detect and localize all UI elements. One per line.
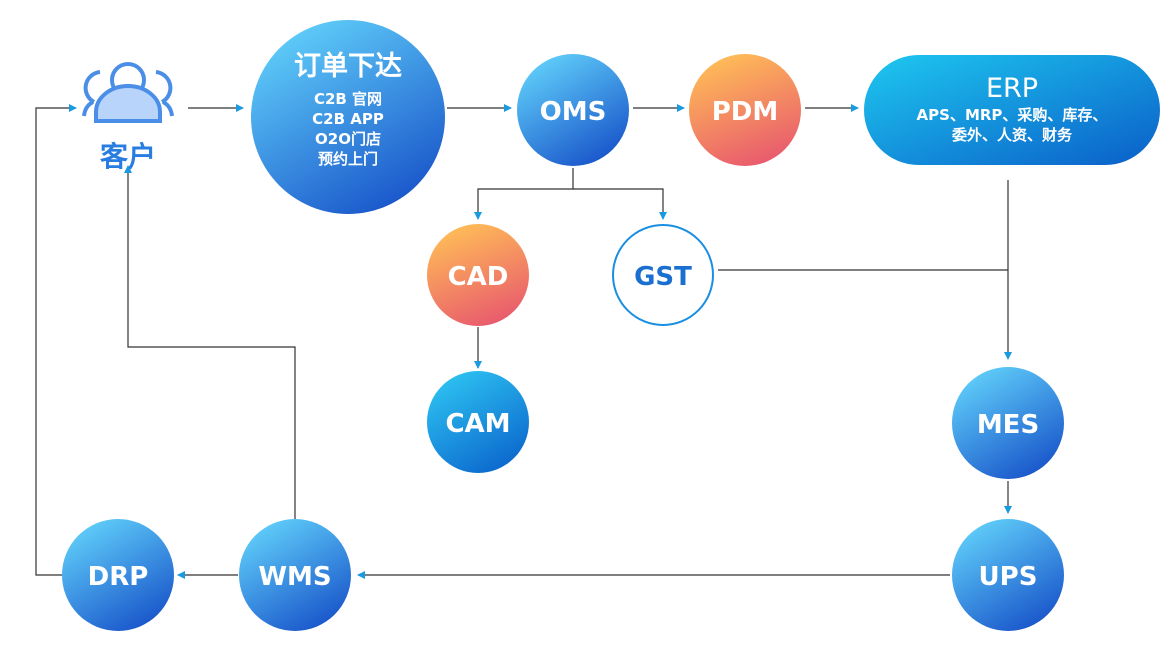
pdm-label: PDM (712, 97, 779, 127)
drp-node: DRP (62, 519, 174, 631)
oms-node: OMS (517, 54, 629, 166)
gst-node: GST (612, 224, 714, 326)
drp-label: DRP (88, 562, 149, 592)
customer-label: 客户 (100, 140, 156, 173)
erp-modules: 委外、人资、财务 (952, 126, 1073, 144)
order-channel: 预约上门 (318, 150, 378, 168)
edge-drp-to-customer (35, 104, 77, 576)
erp-node: ERP APS、MRP、采购、库存、 委外、人资、财务 (864, 55, 1160, 165)
erp-modules: APS、MRP、采购、库存、 (917, 106, 1108, 124)
order-channel: C2B 官网 (314, 90, 382, 108)
wms-label: WMS (258, 562, 331, 592)
cad-node: CAD (427, 224, 529, 326)
wms-node: WMS (239, 519, 351, 631)
order-node: 订单下达 C2B 官网 C2B APP O2O门店 预约上门 (251, 20, 445, 214)
ups-label: UPS (979, 562, 1038, 592)
connectors (35, 104, 1012, 579)
mes-label: MES (977, 410, 1039, 440)
order-channel: C2B APP (312, 110, 384, 128)
cam-node: CAM (427, 371, 529, 473)
order-channel: O2O门店 (315, 130, 381, 148)
cam-label: CAM (445, 409, 510, 439)
edge-oms-split (474, 168, 574, 220)
gst-label: GST (634, 262, 692, 292)
pdm-node: PDM (689, 54, 801, 166)
edge-wms-to-customer (124, 165, 296, 520)
customer-node: 客户 (82, 62, 174, 173)
users-icon (82, 62, 174, 123)
mes-node: MES (952, 367, 1064, 479)
ups-node: UPS (952, 519, 1064, 631)
oms-label: OMS (540, 97, 607, 127)
order-title: 订单下达 (294, 51, 402, 82)
cad-label: CAD (448, 262, 509, 292)
erp-title: ERP (986, 73, 1038, 104)
edge-oms-to-gst (573, 188, 667, 220)
